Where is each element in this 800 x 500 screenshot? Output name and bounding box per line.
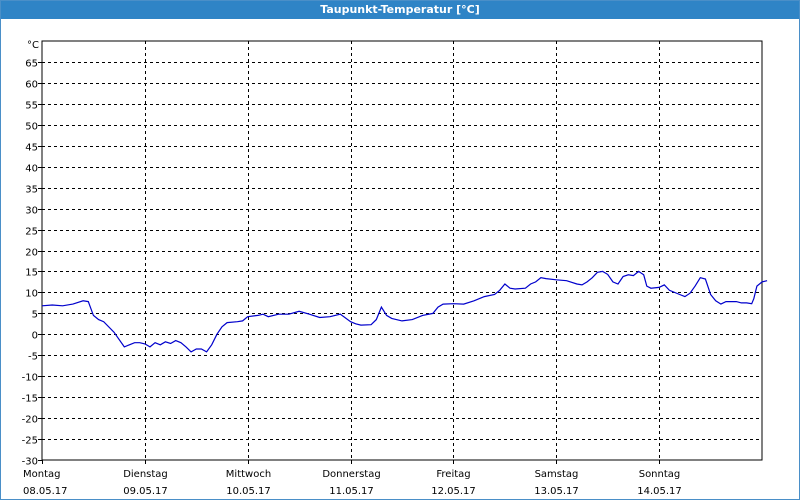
y-tick-label: 20 (25, 248, 38, 259)
x-tick-date-label: 14.05.17 (637, 486, 682, 497)
axis-layer: 65605550454035302520151050-5-10-15-20-25… (22, 40, 682, 497)
x-tick-date-label: 11.05.17 (329, 486, 374, 497)
y-tick-label: 15 (25, 268, 38, 279)
x-tick-date-label: 10.05.17 (226, 486, 271, 497)
y-tick-label: 5 (32, 310, 38, 321)
y-tick-label: 55 (25, 101, 38, 112)
x-tick-date-label: 09.05.17 (123, 486, 168, 497)
x-tick-date-label: 08.05.17 (23, 486, 68, 497)
x-tick-day-label: Donnerstag (322, 469, 380, 480)
y-tick-label: 0 (32, 331, 38, 342)
y-tick-label: 35 (25, 185, 38, 196)
y-tick-label: -5 (28, 352, 38, 363)
x-tick-day-label: Sonntag (639, 469, 681, 480)
series-layer (41, 270, 768, 353)
y-tick-label: -15 (22, 394, 38, 405)
y-tick-label: 50 (25, 122, 38, 133)
y-tick-label: 30 (25, 206, 38, 217)
window-title: Taupunkt-Temperatur [°C] (1, 1, 799, 19)
y-tick-label: 60 (25, 80, 38, 91)
y-tick-label: 25 (25, 227, 38, 238)
y-tick-label: 40 (25, 164, 38, 175)
x-tick-date-label: 12.05.17 (431, 486, 476, 497)
y-tick-label: -10 (22, 373, 38, 384)
y-tick-label: 65 (25, 59, 38, 70)
plot-frame (41, 40, 763, 461)
y-tick-label: 45 (25, 143, 38, 154)
y-axis-label: °C (27, 40, 39, 51)
y-tick-label: -30 (22, 457, 38, 468)
x-tick-day-label: Samstag (535, 469, 579, 480)
series-line (41, 270, 768, 353)
x-tick-day-label: Montag (23, 469, 60, 480)
x-tick-day-label: Freitag (436, 469, 470, 480)
y-tick-label: -20 (22, 415, 38, 426)
y-tick-label: 10 (25, 289, 38, 300)
x-tick-day-label: Dienstag (123, 469, 168, 480)
grid-layer (41, 40, 763, 461)
y-tick-label: -25 (22, 436, 38, 447)
x-tick-day-label: Mittwoch (226, 469, 271, 480)
x-tick-date-label: 13.05.17 (534, 486, 579, 497)
